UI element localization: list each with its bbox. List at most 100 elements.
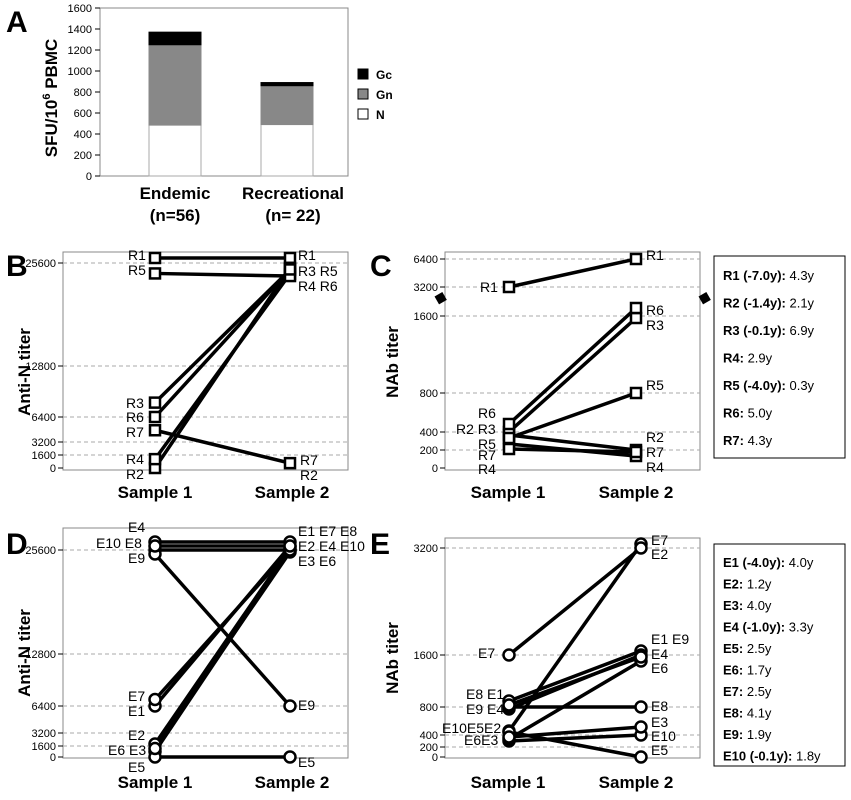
point-label-e4: E4 <box>651 646 668 662</box>
panel-e-box-row-label: E10 (-0.1y): <box>723 749 792 764</box>
point-label-r1: R1 <box>646 247 664 263</box>
panel-letter-c: C <box>370 250 392 283</box>
marker-r7-sample1 <box>502 442 516 456</box>
panel-e-y-tick-label: 0 <box>432 752 438 764</box>
panel-c-box-row-2: R2 (-1.4y): 2.1y <box>723 296 815 311</box>
panel-a-y-tick-label: 1400 <box>68 24 92 36</box>
panel-a-y-tick-label: 800 <box>74 87 92 99</box>
marker-e10-sample2 <box>283 539 297 553</box>
legend-swatch-gc <box>357 68 369 80</box>
marker-e10-sample2 <box>634 720 648 734</box>
panel-c-y-tick-label: 3200 <box>414 282 438 294</box>
axis-break-mark-right <box>698 292 711 305</box>
marker-r6-sample1 <box>502 417 516 431</box>
panel-e-box-row-7: E7: 2.5y <box>723 684 772 699</box>
panel-a-category-endemic: Endemic <box>140 184 211 203</box>
point-label-r4: R4 <box>126 451 144 467</box>
marker-e9-sample2 <box>634 650 648 664</box>
panel-e-box-row-value: 1.7y <box>743 663 772 678</box>
panel-c-y-axis-label: NAb titer <box>383 326 402 398</box>
legend-label-gn: Gn <box>376 88 393 102</box>
marker-r6-sample2 <box>283 263 297 276</box>
legend-label-gc: Gc <box>376 68 392 82</box>
series-line-r6 <box>153 268 292 419</box>
panel-e-box-row-value: 1.2y <box>743 577 772 592</box>
point-label-r6: R6 <box>478 405 496 421</box>
panel-letter-a: A <box>6 6 28 39</box>
panel-letter-b: B <box>6 250 28 283</box>
panel-d-y-tick-label: 3200 <box>32 728 56 740</box>
point-label-r3: R3 <box>126 395 144 411</box>
panel-c-box-row-value: 6.9y <box>786 323 815 338</box>
point-label-e10: E10 <box>651 728 676 744</box>
panel-c-box-row-value: 0.3y <box>786 378 815 393</box>
panel-d-chart: Anti-N titer Sample 1 Sample 2 016003200… <box>15 519 365 792</box>
marker-r7-sample2 <box>629 445 643 459</box>
panel-e-x-label-sample2: Sample 2 <box>599 773 674 792</box>
panel-c-box-row-3: R3 (-0.1y): 6.9y <box>723 323 815 338</box>
panel-a-ylabel-part2: PBMC <box>42 39 61 94</box>
panel-e-box-row-1: E1 (-4.0y): 4.0y <box>723 555 814 570</box>
panel-e-box-row-label: E8: <box>723 706 743 721</box>
point-label-e6e3: E6E3 <box>464 732 498 748</box>
series-line-e7 <box>507 546 643 657</box>
point-label-e3 e6: E3 E6 <box>298 553 336 569</box>
panel-c-box-row-value: 2.1y <box>786 296 815 311</box>
point-label-r4: R4 <box>646 459 664 475</box>
panel-e-box-row-value: 3.3y <box>785 620 814 635</box>
point-label-e10e5e2: E10E5E2 <box>442 720 501 736</box>
panel-e-box-row-value: 1.9y <box>743 727 772 742</box>
panel-e-box-row-10: E10 (-0.1y): 1.8y <box>723 749 821 764</box>
panel-c-box-row-label: R4: <box>723 351 744 366</box>
axis-break-mark-left <box>434 292 447 305</box>
series-line-r5 <box>154 271 291 278</box>
point-label-e5: E5 <box>298 754 315 770</box>
series-line-e9 <box>153 552 292 708</box>
panel-e-y-tick-label: 1600 <box>414 650 438 662</box>
point-label-r5: R5 <box>646 377 664 393</box>
panel-a-category-recreational-n: (n= 22) <box>265 206 320 225</box>
series-line-r5 <box>508 391 637 440</box>
legend-swatch-n <box>357 108 369 120</box>
bar-gn-endemic <box>148 44 202 126</box>
panel-b-y-tick-label: 6400 <box>32 412 56 424</box>
panel-c-box-row-6: R6: 5.0y <box>723 406 773 421</box>
panel-a-category-endemic-n: (n=56) <box>150 206 201 225</box>
panel-e-box-row-label: E9: <box>723 727 743 742</box>
series-line-r7 <box>508 447 637 454</box>
point-label-r3: R3 <box>646 317 664 333</box>
point-label-r7: R7 <box>478 447 496 463</box>
marker-r6-sample2 <box>629 301 643 315</box>
panel-a-ylabel-superscript: 6 <box>41 94 53 100</box>
panel-c-box-row-value: 4.3y <box>744 433 773 448</box>
panel-e-box-row-value: 2.5y <box>743 684 772 699</box>
panel-e-box-row-4: E4 (-1.0y): 3.3y <box>723 620 814 635</box>
panel-b-chart: Anti-N titer Sample 1 Sample 2 016003200… <box>15 247 349 502</box>
series-line-e6 <box>508 659 642 741</box>
point-label-r7: R7 <box>646 444 664 460</box>
panel-a-legend: Gc Gn N <box>357 68 393 122</box>
panel-b-y-tick-label: 12800 <box>25 361 56 373</box>
marker-r5-sample2 <box>629 386 643 400</box>
panel-letter-e: E <box>370 528 390 561</box>
bar-n-recreational <box>260 124 314 177</box>
point-label-e2: E2 <box>128 727 145 743</box>
marker-r3-sample1 <box>148 396 162 409</box>
point-label-r6: R6 <box>126 409 144 425</box>
point-label-r7: R7 <box>126 424 144 440</box>
point-label-e2 e4 e10: E2 E4 E10 <box>298 538 365 554</box>
point-label-e1 e9: E1 E9 <box>651 631 689 647</box>
legend-label-n: N <box>376 108 385 122</box>
point-label-e4: E4 <box>128 519 145 535</box>
panel-c-box-row-value: 5.0y <box>744 406 773 421</box>
panel-b-x-label-sample1: Sample 1 <box>118 483 193 502</box>
point-label-e9: E9 <box>298 697 315 713</box>
panel-c-box-row-1: R1 (-7.0y): 4.3y <box>723 268 815 283</box>
marker-e6-sample1 <box>148 741 162 756</box>
marker-e7-sample1 <box>148 692 162 707</box>
series-line-e6 <box>153 551 292 750</box>
point-label-e7: E7 <box>651 532 668 548</box>
panel-e-box-row-value: 4.0y <box>743 598 772 613</box>
